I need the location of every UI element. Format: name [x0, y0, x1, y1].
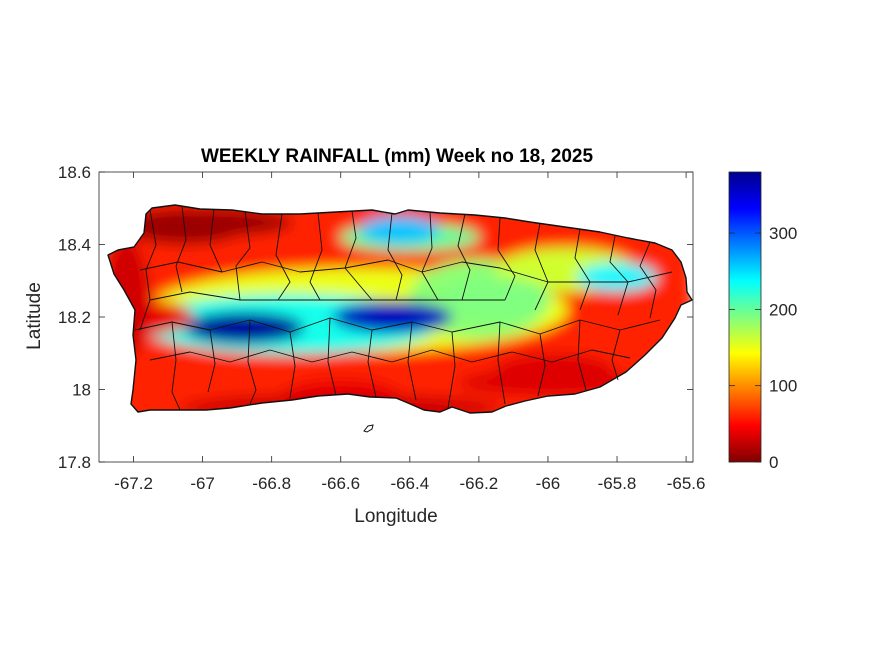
- municipality-boundary-21: [247, 319, 257, 405]
- municipality-boundary-27: [497, 321, 506, 405]
- municipality-boundary-3: [209, 208, 223, 273]
- x-axis-label: Longitude: [354, 506, 437, 527]
- municipality-boundary-16: [134, 317, 661, 335]
- colorbar: [728, 171, 762, 463]
- y-tick-label: 18: [72, 381, 91, 400]
- x-tick-label: -67.2: [114, 474, 153, 493]
- municipality-boundary-22: [289, 331, 296, 399]
- municipality-boundary-23: [327, 317, 337, 396]
- rainfall-region-4: [577, 263, 658, 292]
- municipality-boundary-29: [577, 319, 587, 391]
- x-axis: -67.2 -67 -66.8 -66.6 -66.4 -66.2 -66 -65.8 -65.…: [114, 172, 705, 493]
- municipality-boundary-31: [149, 291, 505, 301]
- x-tick-label: -66: [536, 474, 561, 493]
- x-tick-label: -66.4: [390, 474, 429, 493]
- y-axis: 17.8 18 18.2 18.4 18.6: [58, 163, 693, 472]
- y-axis-label: Latitude: [24, 282, 45, 350]
- municipality-boundary-17: [139, 259, 673, 283]
- offshore-islet: [363, 424, 374, 433]
- colorbar-tick-label: 0: [769, 453, 778, 472]
- municipality-boundary-19: [171, 321, 181, 411]
- chart-title: WEEKLY RAINFALL (mm) Week no 18, 2025: [201, 146, 594, 167]
- rainfall-field: [108, 205, 692, 413]
- municipality-boundary-1: [139, 209, 157, 331]
- municipality-boundary-9: [421, 211, 439, 301]
- rainfall-region-1: [184, 311, 305, 344]
- municipality-boundary-30: [611, 329, 621, 381]
- x-tick-label: -67: [190, 474, 215, 493]
- colorbar-tick-label: 200: [769, 300, 797, 319]
- y-tick-label: 18.2: [58, 308, 91, 327]
- municipality-boundary-25: [407, 321, 417, 401]
- x-tick-label: -66.6: [321, 474, 360, 493]
- municipality-boundary-6: [309, 212, 323, 301]
- municipality-boundary-20: [207, 329, 216, 393]
- x-tick-label: -65.6: [667, 474, 706, 493]
- municipality-boundary-15: [639, 241, 657, 319]
- x-tick-label: -65.8: [598, 474, 637, 493]
- municipality-boundary-10: [457, 213, 471, 301]
- municipality-boundary-14: [609, 235, 629, 316]
- island-outline: [107, 204, 693, 414]
- municipality-boundaries: [134, 205, 673, 411]
- rainfall-region-2: [332, 301, 453, 333]
- rainfall-region-5: [441, 276, 552, 321]
- colorbar-tick-label: 100: [769, 377, 797, 396]
- municipality-boundary-7: [344, 210, 373, 301]
- municipality-boundary-11: [497, 217, 516, 301]
- y-tick-label: 17.8: [58, 453, 91, 472]
- colorbar-tick-label: 300: [769, 224, 797, 243]
- municipality-boundary-2: [175, 205, 187, 293]
- x-tick-label: -66.8: [252, 474, 291, 493]
- municipality-boundary-5: [275, 213, 291, 301]
- municipality-boundary-12: [534, 222, 549, 311]
- municipality-boundary-28: [537, 333, 546, 397]
- colorbar-ticks: 0 100 200 300: [729, 224, 797, 472]
- municipality-boundary-24: [367, 329, 377, 398]
- municipality-boundary-13: [574, 228, 591, 311]
- municipality-boundary-4: [235, 210, 251, 301]
- x-tick-label: -66.2: [460, 474, 499, 493]
- rainfall-region-3: [359, 216, 440, 244]
- y-tick-label: 18.4: [58, 236, 91, 255]
- municipality-boundary-26: [447, 331, 456, 409]
- y-tick-label: 18.6: [58, 163, 91, 182]
- municipality-boundary-18: [149, 349, 631, 363]
